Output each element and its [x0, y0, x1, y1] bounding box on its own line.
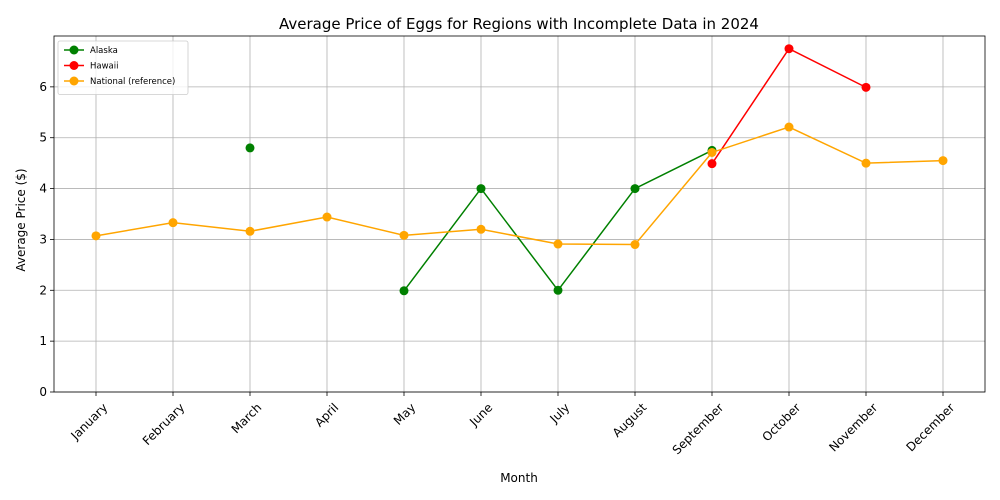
legend-marker [69, 61, 79, 70]
data-point [784, 44, 794, 54]
y-tick-label: 1 [39, 334, 47, 348]
series-hawaii [707, 44, 871, 169]
x-axis-label: Month [500, 471, 538, 485]
grid [54, 36, 985, 393]
series-alaska [245, 143, 717, 296]
data-point [861, 158, 871, 168]
data-point [784, 122, 794, 132]
data-point [707, 147, 717, 157]
y-axis-label: Average Price ($) [14, 168, 28, 271]
series-national-reference [91, 122, 948, 250]
y-tick-label: 0 [39, 385, 47, 399]
data-point [553, 285, 563, 295]
y-tick-label: 5 [39, 131, 47, 145]
data-point [91, 231, 101, 241]
data-point [707, 159, 717, 169]
y-tick-label: 6 [39, 80, 47, 94]
data-point [245, 143, 255, 153]
legend-item: Alaska [64, 45, 118, 56]
legend-box [57, 40, 189, 95]
data-point [399, 286, 409, 296]
plot-frame [53, 35, 986, 393]
series-layer [91, 44, 948, 296]
data-point [630, 184, 640, 194]
data-point [399, 230, 409, 240]
legend-marker [69, 45, 79, 55]
legend-marker [69, 76, 79, 86]
legend-label: National (reference) [90, 77, 175, 87]
legend-label: Alaska [90, 46, 118, 56]
data-point [938, 156, 948, 166]
legend-item: National (reference) [64, 76, 175, 87]
legend-label: Hawaii [90, 62, 118, 72]
data-point [476, 224, 486, 234]
series-line [95, 126, 944, 246]
data-point [630, 240, 640, 250]
legend: Alaska Hawaii National (reference) [57, 40, 189, 95]
y-tick-label: 4 [39, 182, 47, 196]
data-point [245, 226, 255, 236]
chart-title: Average Price of Eggs for Regions with I… [279, 15, 759, 33]
data-point [476, 184, 486, 194]
data-point [322, 212, 332, 222]
data-point [861, 82, 871, 92]
legend-item: Hawaii [64, 61, 118, 72]
y-tick-label: 3 [39, 232, 47, 246]
data-point [168, 218, 178, 228]
data-point [553, 239, 563, 249]
y-tick-label: 2 [39, 283, 47, 297]
